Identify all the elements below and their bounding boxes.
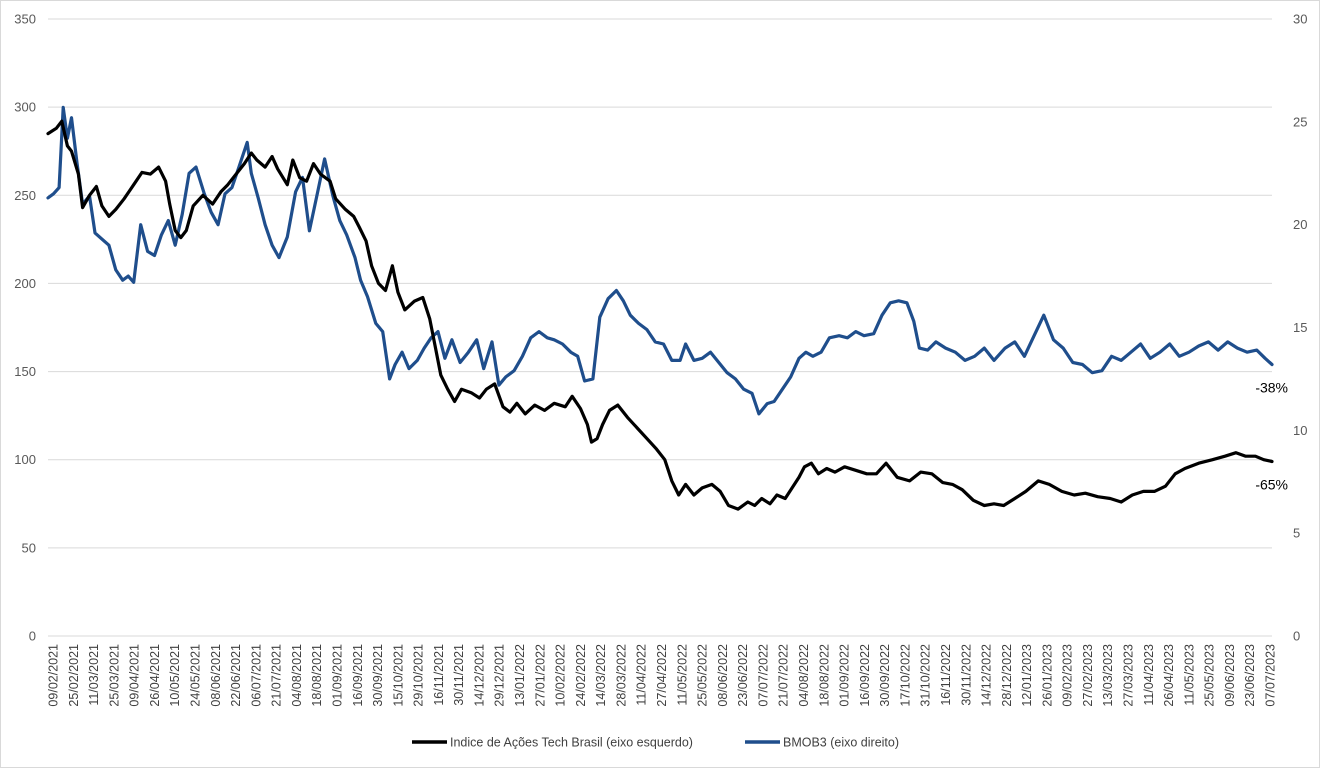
- right-tick-label-1: 5: [1293, 526, 1300, 541]
- x-tick-label-0: 09/02/2021: [47, 644, 61, 707]
- x-tick-label-7: 24/05/2021: [188, 644, 202, 707]
- x-tick-label-43: 31/10/2022: [919, 644, 933, 707]
- x-tick-label-9: 22/06/2021: [229, 644, 243, 707]
- x-tick-label-18: 29/10/2021: [412, 644, 426, 707]
- x-tick-label-28: 28/03/2022: [614, 644, 628, 707]
- x-tick-label-22: 29/12/2021: [493, 644, 507, 707]
- x-tick-label-51: 27/02/2023: [1081, 644, 1095, 707]
- legend-label-bmob3: BMOB3 (eixo direito): [783, 736, 899, 750]
- x-tick-label-31: 11/05/2022: [675, 644, 689, 706]
- left-tick-label-2: 100: [14, 452, 36, 467]
- x-tick-label-27: 14/03/2022: [594, 644, 608, 707]
- right-tick-label-3: 15: [1293, 320, 1307, 335]
- x-tick-label-50: 09/02/2023: [1061, 644, 1075, 707]
- x-tick-label-52: 13/03/2023: [1101, 644, 1115, 707]
- x-tick-label-16: 30/09/2021: [371, 644, 385, 707]
- right-axis-ticks: 0 5 10 15 20 25 30: [1293, 12, 1307, 644]
- right-tick-label-6: 30: [1293, 12, 1307, 27]
- left-tick-label-0: 0: [29, 629, 36, 644]
- x-tick-label-45: 30/11/2022: [959, 644, 973, 706]
- gridlines: [48, 18, 1272, 637]
- x-tick-label-47: 28/12/2022: [1000, 644, 1014, 707]
- x-tick-label-1: 25/02/2021: [67, 644, 81, 707]
- right-tick-label-4: 20: [1293, 217, 1307, 232]
- x-tick-label-8: 08/06/2021: [209, 644, 223, 707]
- x-tick-label-33: 08/06/2022: [716, 644, 730, 707]
- x-tick-label-5: 26/04/2021: [148, 644, 162, 707]
- x-tick-label-34: 23/06/2022: [736, 644, 750, 707]
- x-tick-label-37: 04/08/2022: [797, 644, 811, 707]
- x-tick-label-46: 14/12/2022: [980, 644, 994, 707]
- x-tick-label-35: 07/07/2022: [756, 644, 770, 707]
- x-tick-label-3: 25/03/2021: [107, 644, 121, 707]
- x-tick-label-23: 13/01/2022: [513, 644, 527, 707]
- x-tick-label-38: 18/08/2022: [817, 644, 831, 707]
- legend: Indice de Ações Tech Brasil (eixo esquer…: [412, 736, 899, 750]
- x-tick-label-40: 16/09/2022: [858, 644, 872, 707]
- annotations: -38% -65%: [1255, 380, 1288, 493]
- x-tick-label-57: 25/05/2023: [1203, 644, 1217, 707]
- x-tick-label-11: 21/07/2021: [270, 644, 284, 707]
- right-tick-label-0: 0: [1293, 629, 1300, 644]
- series-line-0: [46, 119, 1274, 511]
- x-tick-label-6: 10/05/2021: [168, 644, 182, 707]
- x-tick-label-24: 27/01/2022: [533, 644, 547, 707]
- x-tick-label-17: 15/10/2021: [391, 644, 405, 707]
- series-line-1: [46, 105, 1274, 416]
- x-tick-label-48: 12/01/2023: [1020, 644, 1034, 707]
- x-tick-label-19: 16/11/2021: [432, 644, 446, 706]
- left-tick-label-7: 350: [14, 12, 36, 27]
- x-axis-ticks: 09/02/2021 25/02/2021 11/03/2021 25/03/2021…: [47, 644, 1278, 707]
- left-tick-label-4: 200: [14, 276, 36, 291]
- series-lines: [46, 105, 1274, 511]
- x-tick-label-54: 11/04/2023: [1142, 644, 1156, 706]
- x-tick-label-15: 16/09/2021: [351, 644, 365, 707]
- right-tick-label-5: 25: [1293, 114, 1307, 129]
- x-tick-label-13: 18/08/2021: [310, 644, 324, 707]
- left-axis-ticks: 0 50 100 150 200 250 300 350: [14, 12, 36, 644]
- x-tick-label-56: 11/05/2023: [1182, 644, 1196, 706]
- x-tick-label-42: 17/10/2022: [898, 644, 912, 707]
- x-tick-label-32: 25/05/2022: [696, 644, 710, 707]
- x-tick-label-4: 09/04/2021: [128, 644, 142, 707]
- x-tick-label-20: 30/11/2021: [452, 644, 466, 706]
- x-tick-label-2: 11/03/2021: [87, 644, 101, 706]
- x-tick-label-36: 21/07/2022: [777, 644, 791, 707]
- x-tick-label-60: 07/07/2023: [1264, 644, 1278, 707]
- annotation-0: -38%: [1255, 380, 1288, 396]
- x-tick-label-53: 27/03/2023: [1122, 644, 1136, 707]
- x-tick-label-58: 09/06/2023: [1223, 644, 1237, 707]
- x-tick-label-39: 01/09/2022: [838, 644, 852, 707]
- x-tick-label-29: 11/04/2022: [635, 644, 649, 706]
- x-tick-label-12: 04/08/2021: [290, 644, 304, 707]
- x-tick-label-21: 14/12/2021: [472, 644, 486, 707]
- left-tick-label-3: 150: [14, 364, 36, 379]
- left-tick-label-6: 300: [14, 100, 36, 115]
- legend-label-index: Indice de Ações Tech Brasil (eixo esquer…: [450, 736, 693, 750]
- x-tick-label-14: 01/09/2021: [330, 644, 344, 707]
- x-tick-label-59: 23/06/2023: [1243, 644, 1257, 707]
- x-tick-label-30: 27/04/2022: [655, 644, 669, 707]
- right-tick-label-2: 10: [1293, 423, 1307, 438]
- x-tick-label-25: 10/02/2022: [554, 644, 568, 707]
- left-tick-label-5: 250: [14, 188, 36, 203]
- annotation-1: -65%: [1255, 476, 1288, 492]
- x-tick-label-55: 26/04/2023: [1162, 644, 1176, 707]
- left-tick-label-1: 50: [22, 540, 36, 555]
- x-tick-label-26: 24/02/2022: [574, 644, 588, 707]
- x-tick-label-49: 26/01/2023: [1040, 644, 1054, 707]
- x-tick-label-44: 16/11/2022: [939, 644, 953, 706]
- x-tick-label-41: 30/09/2022: [878, 644, 892, 707]
- x-tick-label-10: 06/07/2021: [249, 644, 263, 707]
